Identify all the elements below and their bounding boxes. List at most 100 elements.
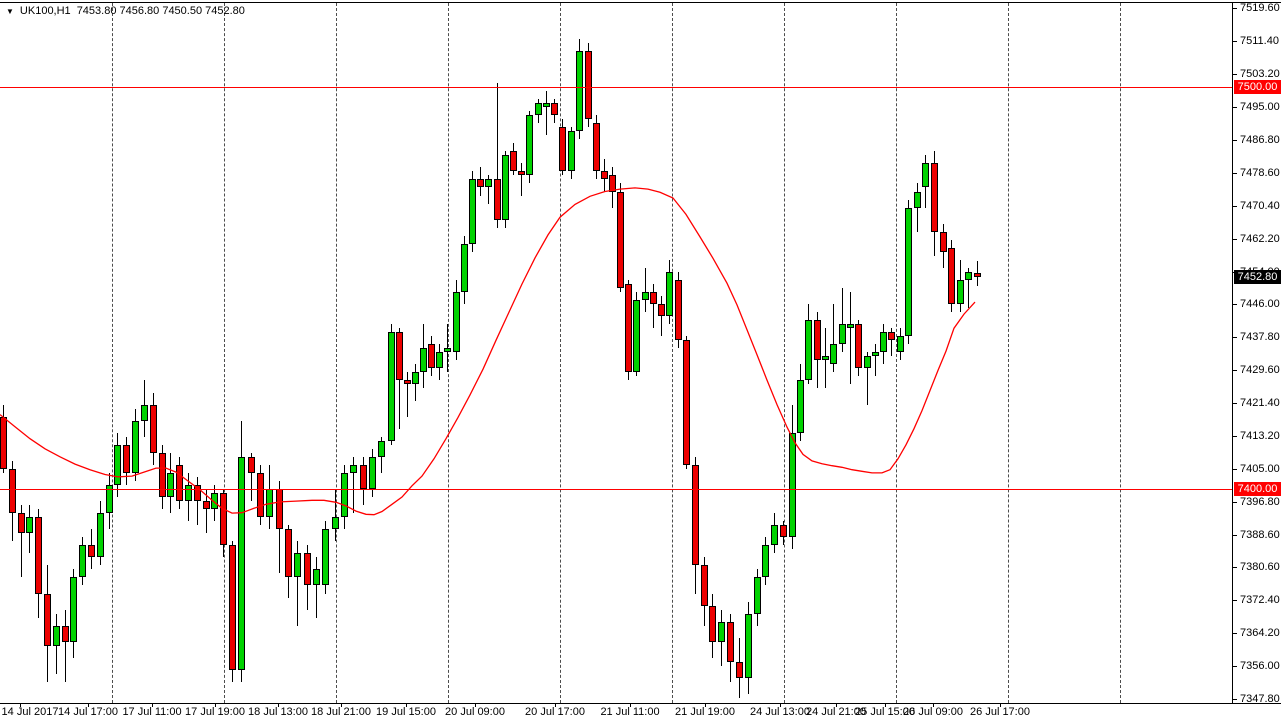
candle-bearish (62, 625, 69, 642)
candle-bearish (428, 344, 435, 369)
candle-bearish (701, 565, 708, 606)
price-tick-label: 7388.60 (1240, 529, 1280, 541)
candle-bearish (276, 489, 283, 530)
candle-bullish (745, 613, 752, 678)
time-tick-mark (630, 703, 631, 707)
current-ohlc-readout: 7453.80 7456.80 7450.50 7452.80 (76, 5, 245, 17)
candle-bullish (754, 577, 761, 614)
candle-bullish (369, 456, 376, 489)
candle-wick (653, 283, 654, 329)
price-tick-label: 7396.80 (1240, 496, 1280, 508)
candle-bearish (617, 191, 624, 288)
price-tick-mark (1232, 666, 1237, 667)
candle-bullish (789, 432, 796, 538)
candle-bullish (797, 380, 804, 433)
price-tick-mark (1232, 239, 1237, 240)
time-axis-label: 21 Jul 11:00 (600, 706, 660, 718)
time-tick-mark (341, 703, 342, 707)
candle-bearish (609, 175, 616, 192)
price-tick-label: 7462.20 (1240, 233, 1280, 245)
candle-bullish (141, 404, 148, 421)
candle-bullish (341, 472, 348, 518)
candle-bearish (709, 605, 716, 642)
candle-wick (21, 505, 22, 578)
time-axis-label: 25 Jul 15:00 (855, 706, 915, 718)
candle-bullish (880, 332, 887, 353)
price-tick-mark (1232, 370, 1237, 371)
candle-bullish (830, 344, 837, 365)
candle-bullish (872, 352, 879, 357)
candle-bullish (822, 356, 829, 361)
grid-line-vertical (336, 3, 337, 703)
candle-bullish (905, 207, 912, 337)
candle-bullish (70, 577, 77, 642)
time-tick-mark (555, 703, 556, 707)
level-line-7500.00[interactable] (0, 87, 1232, 88)
candle-bearish (0, 416, 7, 469)
candle-bullish (132, 420, 139, 473)
candle-bullish (332, 517, 339, 530)
candle-bearish (404, 380, 411, 385)
candle-bearish (814, 320, 821, 361)
candle-bullish (543, 103, 550, 108)
price-tick-mark (1232, 535, 1237, 536)
candle-bullish (79, 545, 86, 578)
grid-line-vertical (448, 3, 449, 703)
price-tick-label: 7364.20 (1240, 627, 1280, 639)
symbol-dropdown-icon[interactable]: ▼ (6, 6, 14, 16)
candle-wick (521, 163, 522, 196)
time-tick-mark (705, 703, 706, 707)
price-tick-label: 7511.40 (1240, 35, 1279, 47)
candle-bullish (313, 569, 320, 586)
time-axis-label: 19 Jul 15:00 (376, 706, 436, 718)
candle-bullish (453, 292, 460, 353)
time-tick-mark (215, 703, 216, 707)
candle-bearish (736, 661, 743, 678)
price-tick-label: 7421.40 (1240, 397, 1280, 409)
candle-bullish (378, 440, 385, 457)
price-tick-mark (1232, 337, 1237, 338)
price-tick-label: 7470.40 (1240, 200, 1280, 212)
candle-wick (661, 296, 662, 337)
price-tick-label: 7413.20 (1240, 430, 1280, 442)
price-tick-mark (1232, 173, 1237, 174)
candle-bearish (855, 324, 862, 369)
price-tick-label: 7519.60 (1240, 2, 1280, 14)
price-axis-separator (1232, 2, 1233, 704)
level-price-tag[interactable]: 7500.00 (1234, 80, 1281, 94)
candle-bullish (444, 348, 451, 353)
price-tick-label: 7380.60 (1240, 561, 1280, 573)
chart-header: ▼ UK100,H1 7453.80 7456.80 7450.50 7452.… (6, 5, 245, 17)
candle-bearish (559, 127, 566, 172)
level-line-7400.00[interactable] (0, 489, 1232, 490)
price-tick-mark (1232, 74, 1237, 75)
candle-wick (65, 609, 66, 682)
candle-bearish (176, 464, 183, 502)
candle-bearish (88, 545, 95, 558)
price-tick-mark (1232, 469, 1237, 470)
candle-bearish (18, 513, 25, 534)
price-tick-label: 7347.80 (1240, 693, 1280, 705)
candle-bearish (159, 452, 166, 498)
price-tick-mark (1232, 567, 1237, 568)
candle-bullish (568, 131, 575, 172)
candle-wick (546, 91, 547, 136)
time-tick-mark (152, 703, 153, 707)
time-axis-label: 14 Jul 17:00 (58, 706, 118, 718)
level-price-tag[interactable]: 7400.00 (1234, 482, 1281, 496)
candle-bearish (625, 283, 632, 373)
candle-bullish (350, 464, 357, 473)
time-tick-mark (88, 703, 89, 707)
candle-bearish (150, 404, 157, 453)
grid-line-vertical (1008, 3, 1009, 703)
candle-bullish (718, 621, 725, 642)
candle-bearish (974, 272, 981, 277)
candle-bullish (114, 444, 121, 485)
candle-bearish (650, 292, 657, 305)
candle-bearish (780, 525, 787, 538)
candle-bearish (593, 123, 600, 172)
time-tick-mark (885, 703, 886, 707)
price-tick-label: 7495.00 (1240, 101, 1280, 113)
grid-line-vertical (224, 3, 225, 703)
time-axis-label: 26 Jul 17:00 (970, 706, 1030, 718)
